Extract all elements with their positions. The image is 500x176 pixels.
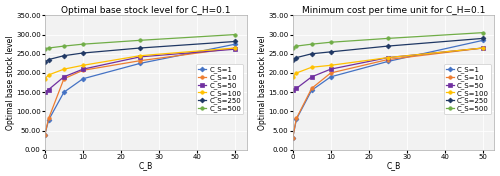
C_S=1 [232, 43, 238, 45]
C_S=500 [294, 45, 300, 47]
C_S=1 [80, 78, 86, 80]
C_S=10 [308, 87, 314, 89]
C_S=1 [46, 119, 52, 121]
C_S=50 [42, 91, 48, 93]
C_S=1 [480, 39, 486, 41]
C_S=50 [46, 89, 52, 91]
C_S=100 [328, 64, 334, 66]
C_S=100 [480, 47, 486, 49]
C_S=1 [137, 62, 143, 64]
C_S=100 [61, 68, 67, 70]
C_S=50 [80, 68, 86, 70]
C_S=10 [328, 72, 334, 74]
C_S=500 [290, 47, 296, 49]
X-axis label: C_B: C_B [386, 161, 400, 170]
C_S=500 [308, 43, 314, 45]
C_S=100 [80, 64, 86, 66]
Line: C_S=250: C_S=250 [43, 40, 237, 64]
Title: Optimal base stock level for C_H=0.1: Optimal base stock level for C_H=0.1 [61, 6, 230, 15]
C_S=10 [137, 60, 143, 62]
C_S=10 [294, 117, 300, 120]
C_S=10 [61, 78, 67, 80]
C_S=10 [232, 47, 238, 49]
C_S=250 [480, 37, 486, 39]
C_S=100 [137, 55, 143, 57]
C_S=500 [232, 33, 238, 36]
Line: C_S=50: C_S=50 [291, 46, 485, 92]
Title: Minimum cost per time unit for C_H=0.1: Minimum cost per time unit for C_H=0.1 [302, 6, 485, 15]
C_S=1 [385, 60, 391, 62]
C_S=10 [46, 117, 52, 120]
C_S=250 [42, 61, 48, 63]
C_S=50 [294, 87, 300, 89]
C_S=250 [232, 40, 238, 43]
C_S=1 [328, 76, 334, 78]
Line: C_S=500: C_S=500 [43, 33, 237, 51]
C_S=250 [137, 47, 143, 49]
C_S=1 [294, 118, 300, 120]
C_S=10 [42, 133, 48, 136]
C_S=50 [308, 76, 314, 78]
C_S=500 [80, 43, 86, 45]
C_S=500 [480, 32, 486, 34]
Y-axis label: Optimal base stock level: Optimal base stock level [258, 35, 267, 130]
C_S=100 [46, 74, 52, 76]
C_S=100 [42, 78, 48, 80]
C_S=250 [308, 53, 314, 55]
C_S=500 [61, 45, 67, 47]
C_S=10 [385, 58, 391, 61]
Line: C_S=10: C_S=10 [43, 46, 237, 136]
C_S=50 [385, 56, 391, 59]
Line: C_S=250: C_S=250 [291, 37, 485, 61]
C_S=1 [290, 137, 296, 139]
Line: C_S=100: C_S=100 [291, 46, 485, 78]
X-axis label: C_B: C_B [138, 161, 153, 170]
C_S=250 [385, 45, 391, 47]
C_S=50 [328, 68, 334, 70]
C_S=1 [61, 91, 67, 93]
C_S=500 [385, 37, 391, 39]
C_S=250 [328, 51, 334, 53]
C_S=100 [294, 72, 300, 74]
Line: C_S=1: C_S=1 [43, 42, 237, 136]
C_S=10 [80, 69, 86, 71]
C_S=50 [137, 56, 143, 58]
C_S=500 [137, 39, 143, 41]
C_S=100 [232, 47, 238, 49]
C_S=100 [290, 76, 296, 78]
C_S=500 [42, 48, 48, 50]
C_S=1 [42, 133, 48, 136]
C_S=50 [290, 89, 296, 91]
C_S=500 [46, 47, 52, 49]
C_S=10 [480, 47, 486, 49]
Line: C_S=100: C_S=100 [43, 46, 237, 80]
C_S=250 [46, 58, 52, 61]
C_S=50 [232, 48, 238, 50]
C_S=250 [290, 58, 296, 61]
C_S=100 [385, 56, 391, 59]
C_S=100 [308, 66, 314, 68]
C_S=50 [61, 76, 67, 78]
C_S=50 [480, 47, 486, 49]
C_S=250 [80, 52, 86, 54]
C_S=500 [328, 41, 334, 43]
C_S=250 [61, 55, 67, 57]
Line: C_S=1: C_S=1 [291, 39, 485, 140]
Y-axis label: Optimal base stock level: Optimal base stock level [6, 35, 15, 130]
Line: C_S=500: C_S=500 [291, 31, 485, 50]
Legend: C_S=1, C_S=10, C_S=50, C_S=100, C_S=250, C_S=500: C_S=1, C_S=10, C_S=50, C_S=100, C_S=250,… [196, 64, 243, 114]
Line: C_S=10: C_S=10 [291, 46, 485, 140]
C_S=250 [294, 56, 300, 59]
C_S=10 [290, 137, 296, 139]
Line: C_S=50: C_S=50 [43, 47, 237, 94]
C_S=1 [308, 89, 314, 91]
Legend: C_S=1, C_S=10, C_S=50, C_S=100, C_S=250, C_S=500: C_S=1, C_S=10, C_S=50, C_S=100, C_S=250,… [444, 64, 491, 114]
